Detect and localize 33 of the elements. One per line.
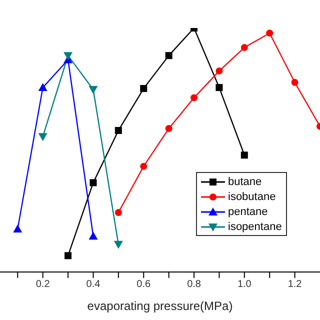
x-tick-label: 0.6: [136, 279, 152, 290]
point: [38, 133, 48, 142]
x-tick-label: 0.2: [36, 279, 50, 290]
point: [165, 125, 172, 132]
x-axis-title: evaporating pressure(MPa): [87, 299, 233, 313]
point: [90, 179, 97, 186]
point: [38, 83, 48, 92]
point: [240, 152, 248, 159]
point: [64, 52, 73, 60]
point: [216, 67, 223, 74]
legend-label: isobutane: [228, 190, 276, 202]
point: [114, 208, 122, 216]
x-tick-label: 1.2: [288, 279, 302, 290]
x-tick-label: 0.4: [86, 279, 101, 290]
point: [140, 85, 148, 92]
point: [291, 78, 298, 86]
x-tick-label: 0.8: [187, 279, 202, 290]
point: [165, 52, 172, 60]
point: [266, 30, 274, 37]
point: [216, 84, 223, 92]
point: [13, 224, 22, 233]
legend-label: butane: [228, 176, 262, 188]
point: [114, 126, 122, 134]
point: [88, 86, 98, 94]
point: [114, 240, 123, 249]
point: [88, 232, 98, 240]
point: [140, 162, 148, 170]
x-tick-label: 1.0: [237, 279, 252, 290]
point: [64, 252, 72, 260]
legend-label: isopentane: [228, 220, 282, 232]
point: [240, 44, 248, 52]
point: [190, 94, 198, 102]
legend-label: pentane: [228, 206, 268, 218]
